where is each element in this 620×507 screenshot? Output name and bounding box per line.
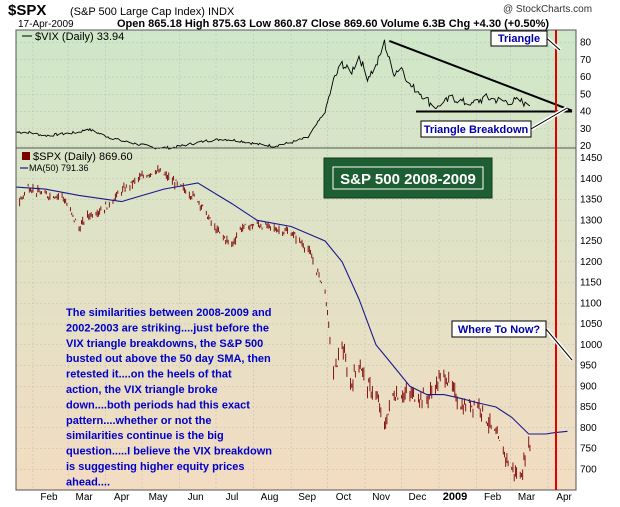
commentary-line: similarities continue is the big [66,430,224,442]
title-box-inner-border [332,166,484,190]
spx-tick-label: 1450 [580,153,603,164]
grid-lines [16,30,576,490]
commentary-line: down....both periods had this exact [66,399,250,411]
commentary-line: 2002-2003 are striking....just before th… [66,322,269,334]
commentary-line: pattern....whether or not the [66,415,211,427]
title-box [323,157,493,199]
commentary-line: ahead.... [66,476,110,488]
spx-tick-label: 1050 [580,319,603,330]
quote-date: 17-Apr-2009 [18,19,74,30]
spx-tick-label: 1100 [580,298,602,309]
axes: 20 30 40 50 60 70 80 700 750 800 850 900 950 1000 1050… [15,29,603,503]
commentary-line: action, the VIX triangle broke [66,384,218,396]
breakdown-callout-label: Triangle Breakdown [424,124,529,136]
x-tick-label: Oct [336,492,352,503]
ma-legend-label: MA(50) 791.36 [29,163,89,173]
commentary-line: retested it....on the heels of that [66,369,232,381]
spx-legend-label: $SPX (Daily) 869.60 [33,151,133,163]
x-tick-label: Mar [76,492,94,503]
chart-title: S&P 500 2008-2009 [340,171,476,188]
ma50-line [15,182,568,435]
vix-tick-label: 70 [580,55,592,66]
vix-tick-label: 50 [580,89,592,100]
vix-tick-label: 80 [580,38,592,49]
vix-tick-label: 30 [580,124,592,135]
vix-legend-label: $VIX (Daily) 33.94 [35,31,124,43]
x-tick-label: May [149,492,168,503]
vix-panel [15,39,531,150]
spx-tick-label: 1200 [580,257,603,268]
x-tick-label: Dec [409,492,427,503]
spx-legend-swatch [22,152,30,160]
x-tick-label: Feb [40,492,58,503]
symbol-title: $SPX [8,2,47,19]
x-tick-label: Feb [484,492,502,503]
triangle-callout-label: Triangle [498,33,540,45]
vix-tick-label: 20 [580,141,592,152]
spx-tick-label: 900 [580,381,597,392]
where-to-now-callout-pointer [545,328,573,361]
spx-tick-label: 1150 [580,278,602,289]
commentary-text: The similarities between 2008-2009 and 20… [66,307,272,488]
quote-summary: Open 865.18 High 875.63 Low 860.87 Close… [117,18,550,30]
where-to-now-callout-label: Where To Now? [458,324,541,336]
x-tick-label: Apr [114,492,130,503]
spx-tick-label: 1000 [580,340,603,351]
commentary-line: busted out above the 50 day SMA, then [66,353,271,365]
spx-tick-label: 950 [580,361,597,372]
x-tick-label: Jul [226,492,239,503]
vix-tick-label: 40 [580,107,592,118]
x-tick-label: Sep [298,492,316,503]
breakdown-callout-box [420,120,532,138]
spx-tick-label: 1250 [580,236,603,247]
vix-series-line [15,39,531,150]
spx-tick-label: 1400 [580,174,603,185]
commentary-line: VIX triangle breakdowns, the S&P 500 [66,338,263,350]
spx-tick-label: 1350 [580,195,603,206]
breakdown-callout-pointer [530,107,568,130]
watermark: @ StockCharts.com [503,4,593,15]
x-tick-label: Jun [188,492,204,503]
spx-panel [15,165,568,482]
where-to-now-callout-box [451,320,547,338]
spx-tick-label: 800 [580,423,597,434]
triangle-upper-line [388,39,573,112]
plot-frame [15,29,577,491]
triangle-callout-box [490,30,548,47]
commentary-line: question.....I believe the VIX breakdown [66,446,272,458]
spx-tick-label: 1300 [580,215,603,226]
x-tick-label: 2009 [443,491,467,503]
x-tick-label: Mar [518,492,536,503]
plot-background [16,30,576,490]
x-tick-label: Apr [556,492,572,503]
vix-tick-label: 60 [580,72,592,83]
spx-tick-label: 850 [580,402,597,413]
x-tick-label: Nov [372,492,390,503]
symbol-name: (S&P 500 Large Cap Index) INDX [70,6,235,18]
x-tick-label: Aug [261,492,279,503]
spx-tick-label: 700 [580,464,597,475]
annotations: $VIX (Daily) 33.94 $SPX (Daily) 869.60MA(… [20,30,574,490]
triangle-callout-pointer [546,38,561,51]
commentary-line: is suggesting higher equity prices [66,461,244,473]
spx-tick-label: 750 [580,444,597,455]
commentary-line: The similarities between 2008-2009 and [66,307,271,319]
